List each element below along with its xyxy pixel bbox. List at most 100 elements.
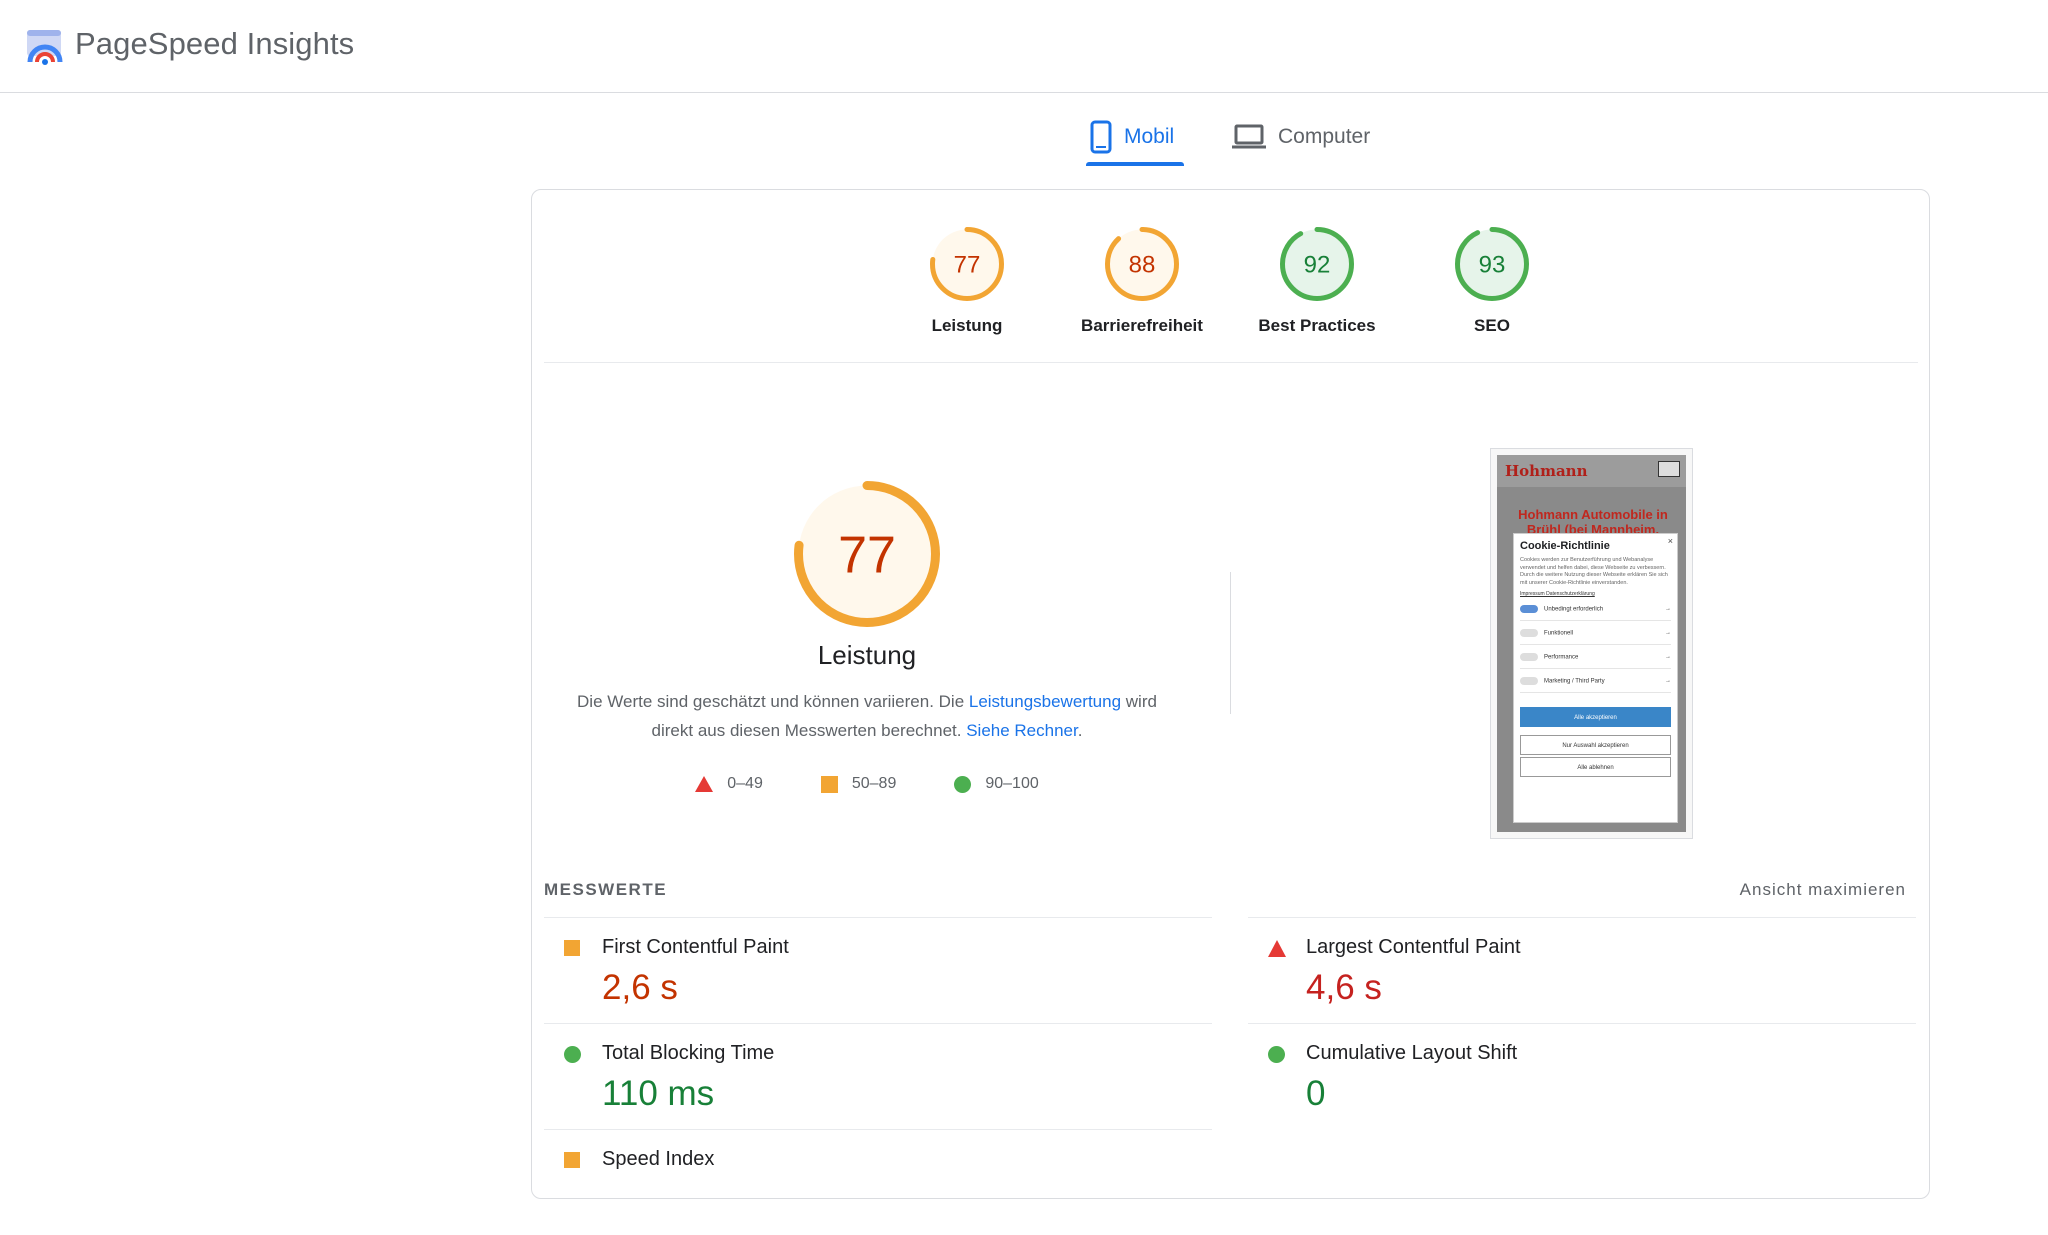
toggle-label: Funktionell xyxy=(1544,630,1574,637)
metric-value: 0 xyxy=(1306,1074,1326,1113)
cookie-modal-title: Cookie-Richtlinie xyxy=(1520,540,1610,552)
category-gauges: 77 Leistung 88 Barrierefreiheit 92 Best … xyxy=(532,226,1929,346)
gauge-score: 92 xyxy=(1304,252,1331,279)
smartphone-icon xyxy=(1090,120,1112,154)
orange-square-icon xyxy=(564,940,580,956)
legend-range: 50–89 xyxy=(851,775,897,792)
score-legend: 0–49 50–89 90–100 xyxy=(532,775,1202,793)
gauge-background xyxy=(1457,229,1527,299)
accessibility-gauge: 88 xyxy=(1105,227,1179,301)
best-practices-gauge: 92 xyxy=(1280,227,1354,301)
tab-desktop[interactable]: Computer xyxy=(1232,108,1370,166)
report-card: 77 Leistung 88 Barrierefreiheit 92 Best … xyxy=(531,189,1930,1199)
gauge-arc xyxy=(930,227,1004,301)
gauge-score: 77 xyxy=(954,252,981,279)
gauge-arc xyxy=(1105,227,1179,301)
metric-name: First Contentful Paint xyxy=(602,936,789,958)
cookie-toggle-row: Marketing / Third Party → xyxy=(1520,669,1671,693)
seo-gauge: 93 xyxy=(1455,227,1529,301)
arrow-right-icon: → xyxy=(1665,605,1671,612)
performance-description: Die Werte sind geschätzt und können vari… xyxy=(577,687,1157,745)
expand-view-button[interactable]: Ansicht maximieren xyxy=(1739,880,1906,899)
gauge-background xyxy=(1282,229,1352,299)
metrics-title: MESSWERTE xyxy=(544,880,668,899)
cookie-toggle-row: Funktionell → xyxy=(1520,621,1671,645)
metric-tbt: Total Blocking Time 110 ms xyxy=(544,1023,1212,1129)
tab-mobile-label: Mobil xyxy=(1124,125,1175,148)
green-circle-icon xyxy=(954,775,972,793)
device-tabs: Mobil Computer xyxy=(1080,108,1400,166)
gauge-background xyxy=(798,485,936,623)
toggle-label: Unbedingt erforderlich xyxy=(1544,606,1604,613)
pagespeed-logo-icon[interactable] xyxy=(26,28,64,66)
arrow-right-icon: → xyxy=(1665,677,1671,684)
cookie-modal-links: Impressum Datenschutzerklärung xyxy=(1520,591,1595,597)
legend-item-pass: 90–100 xyxy=(954,775,1039,793)
metric-value: 110 ms xyxy=(602,1074,715,1113)
section-divider xyxy=(544,362,1918,363)
gauge-score: 93 xyxy=(1479,252,1506,279)
metric-value: 2,6 s xyxy=(602,968,678,1007)
metric-name: Total Blocking Time xyxy=(602,1042,775,1064)
category-label: Leistung xyxy=(931,316,1003,335)
metric-name: Cumulative Layout Shift xyxy=(1306,1042,1518,1064)
category-label: Best Practices xyxy=(1258,316,1376,335)
tab-mobile[interactable]: Mobil xyxy=(1090,108,1174,166)
tab-desktop-label: Computer xyxy=(1278,125,1371,148)
arrow-right-icon: → xyxy=(1665,629,1671,636)
cookie-accept-all-button: Alle akzeptieren xyxy=(1520,707,1671,727)
category-performance[interactable]: 77 Leistung xyxy=(887,226,1047,336)
orange-square-icon xyxy=(820,775,838,793)
metric-name: Speed Index xyxy=(602,1148,715,1170)
cookie-accept-selection-button: Nur Auswahl akzeptieren xyxy=(1520,735,1671,755)
toggle-label: Performance xyxy=(1544,654,1579,661)
final-screenshot[interactable]: Hohmann Hohmann Automobile in Brühl (bei… xyxy=(1490,448,1693,839)
toggle-label: Marketing / Third Party xyxy=(1544,678,1605,685)
app-title[interactable]: PageSpeed Insights xyxy=(75,26,355,61)
metric-speed-index: Speed Index xyxy=(544,1129,1212,1235)
calculator-link[interactable]: Siehe Rechner xyxy=(966,721,1078,740)
metric-name: Largest Contentful Paint xyxy=(1306,936,1521,958)
desc-text: wird direkt aus diesen Messwerten berech… xyxy=(651,692,1157,740)
gauge-background xyxy=(1107,229,1177,299)
gauge-arc xyxy=(1280,227,1354,301)
top-app-bar: PageSpeed Insights xyxy=(0,0,2048,93)
performance-title: Leistung xyxy=(817,640,917,670)
category-label: Barrierefreiheit xyxy=(1081,316,1203,335)
toggle-icon xyxy=(1520,628,1538,637)
tab-active-indicator xyxy=(1086,162,1184,166)
screenshot-content: Hohmann Hohmann Automobile in Brühl (bei… xyxy=(1497,455,1686,832)
gauge-background xyxy=(932,229,1002,299)
cookie-modal: Cookie-Richtlinie × Cookies werden zur B… xyxy=(1513,533,1678,823)
gauge-score: 88 xyxy=(1129,252,1156,279)
legend-range: 0–49 xyxy=(727,775,763,792)
category-seo[interactable]: 93 SEO xyxy=(1412,226,1572,336)
gauge-arc xyxy=(1455,227,1529,301)
desc-text: Die Werte sind geschätzt und können vari… xyxy=(577,692,969,711)
vertical-divider xyxy=(1230,572,1231,714)
cookie-toggle-row: Performance → xyxy=(1520,645,1671,669)
metric-value: 4,6 s xyxy=(1306,968,1382,1007)
legend-range: 90–100 xyxy=(985,775,1039,792)
performance-gauge: 77 xyxy=(930,227,1004,301)
close-icon: × xyxy=(1667,536,1673,546)
toggle-icon xyxy=(1520,604,1538,613)
legend-item-average: 50–89 xyxy=(820,775,897,793)
gauge-score: 77 xyxy=(838,527,896,585)
category-best-practices[interactable]: 92 Best Practices xyxy=(1237,226,1397,336)
cookie-reject-all-button: Alle ablehnen xyxy=(1520,757,1671,777)
category-label: SEO xyxy=(1474,316,1510,335)
metric-lcp: Largest Contentful Paint 4,6 s xyxy=(1248,917,1916,1023)
orange-square-icon xyxy=(564,1152,580,1168)
scoring-link[interactable]: Leistungsbewertung xyxy=(968,692,1122,711)
legend-item-fail: 0–49 xyxy=(695,775,763,793)
green-circle-icon xyxy=(564,1046,581,1063)
category-accessibility[interactable]: 88 Barrierefreiheit xyxy=(1062,226,1222,336)
red-triangle-icon xyxy=(1268,940,1286,957)
metric-fcp: First Contentful Paint 2,6 s xyxy=(544,917,1212,1023)
performance-summary: 77 Leistung Die Werte sind geschätzt und… xyxy=(532,480,1202,793)
laptop-icon xyxy=(1232,124,1266,149)
red-triangle-icon xyxy=(695,776,714,792)
screenshot-brand-logo: Hohmann xyxy=(1505,462,1588,480)
cookie-modal-body: Cookies werden zur Benutzerführung und W… xyxy=(1520,557,1668,586)
